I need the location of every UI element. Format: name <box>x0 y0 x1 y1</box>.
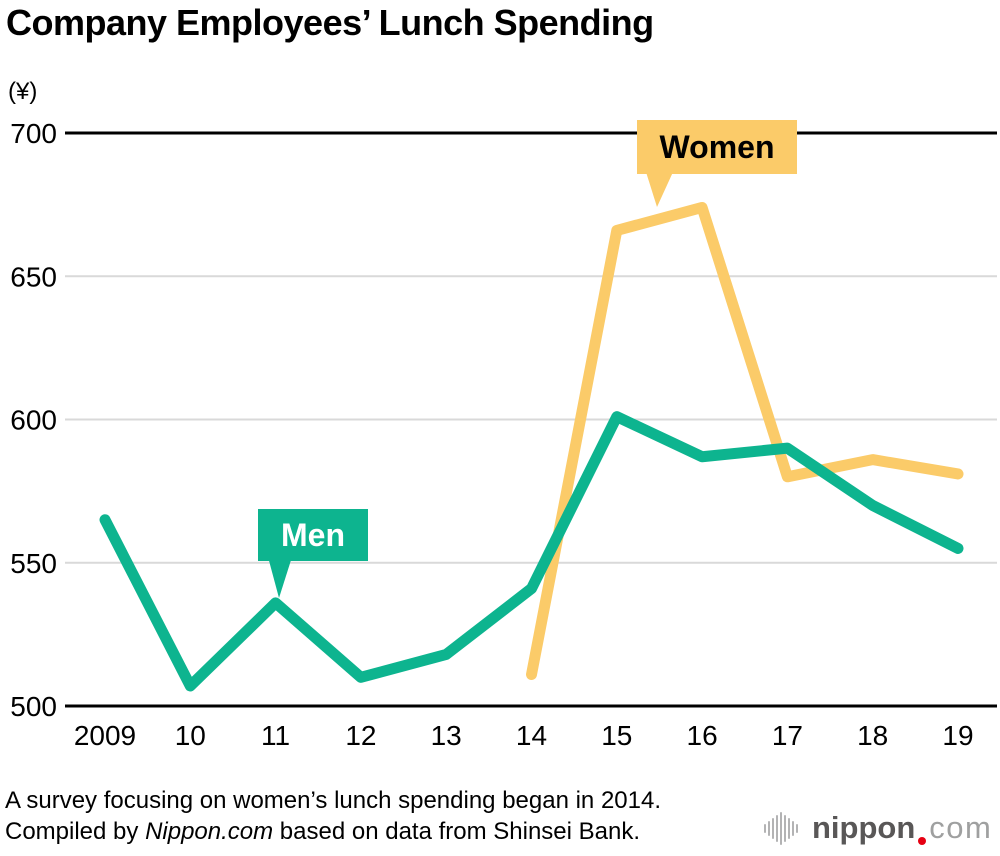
logo-red-dot-icon <box>918 837 927 845</box>
men-callout-tail <box>268 557 292 598</box>
x-tick-label: 15 <box>601 720 632 751</box>
soundwave-bar <box>780 811 782 845</box>
y-tick-label: 650 <box>10 261 57 292</box>
y-axis-unit-label: (¥) <box>8 78 38 105</box>
soundwave-bar <box>768 820 770 836</box>
footnote-line-2: Compiled by Nippon.com based on data fro… <box>5 816 661 847</box>
women-callout-box <box>637 120 797 174</box>
soundwave-bar <box>784 814 786 842</box>
y-tick-label: 700 <box>10 118 57 149</box>
footnote-text: A survey focusing on women’s lunch spend… <box>5 787 662 814</box>
x-tick-label: 17 <box>772 720 803 751</box>
x-tick-label: 19 <box>942 720 973 751</box>
soundwave-bar <box>772 817 774 839</box>
nippon-logo: nippon com <box>764 808 992 848</box>
soundwave-bar <box>796 823 798 833</box>
soundwave-icon <box>764 811 800 845</box>
x-tick-label: 12 <box>345 720 376 751</box>
x-tick-label: 13 <box>431 720 462 751</box>
lunch-spending-line-chart: 500 550 600 650 700 2009 10 11 12 13 14 15 16 17 18 19 M… <box>10 118 997 751</box>
x-tick-label: 18 <box>857 720 888 751</box>
men-callout-label: Men <box>281 517 345 553</box>
footnote-credit-source: Nippon.com <box>145 818 274 845</box>
x-tick-label: 11 <box>261 720 290 751</box>
x-tick-label: 10 <box>175 720 206 751</box>
x-tick-label: 2009 <box>74 720 136 751</box>
y-tick-label: 600 <box>10 405 57 436</box>
footnote-line-1: A survey focusing on women’s lunch spend… <box>5 785 661 816</box>
x-tick-label: 16 <box>687 720 718 751</box>
women-callout-tail <box>646 172 673 207</box>
women-callout-label: Women <box>660 129 775 165</box>
logo-wordmark-light: com <box>929 810 993 845</box>
men-line <box>99 411 964 692</box>
y-tick-label: 550 <box>10 548 57 579</box>
x-tick-label: 14 <box>516 720 547 751</box>
soundwave-bar <box>764 823 766 833</box>
footnote: A survey focusing on women’s lunch spend… <box>5 785 661 847</box>
soundwave-bar <box>792 820 794 836</box>
chart-title: Company Employees’ Lunch Spending <box>6 2 654 43</box>
y-tick-label: 500 <box>10 691 57 722</box>
footnote-credit-prefix: Compiled by <box>5 818 146 845</box>
men-callout-box <box>258 509 368 561</box>
soundwave-bar <box>776 814 778 842</box>
women-line <box>526 201 964 680</box>
soundwave-bar <box>788 817 790 839</box>
footnote-credit-suffix: based on data from Shinsei Bank. <box>273 818 641 845</box>
logo-wordmark-bold: nippon <box>812 810 916 845</box>
